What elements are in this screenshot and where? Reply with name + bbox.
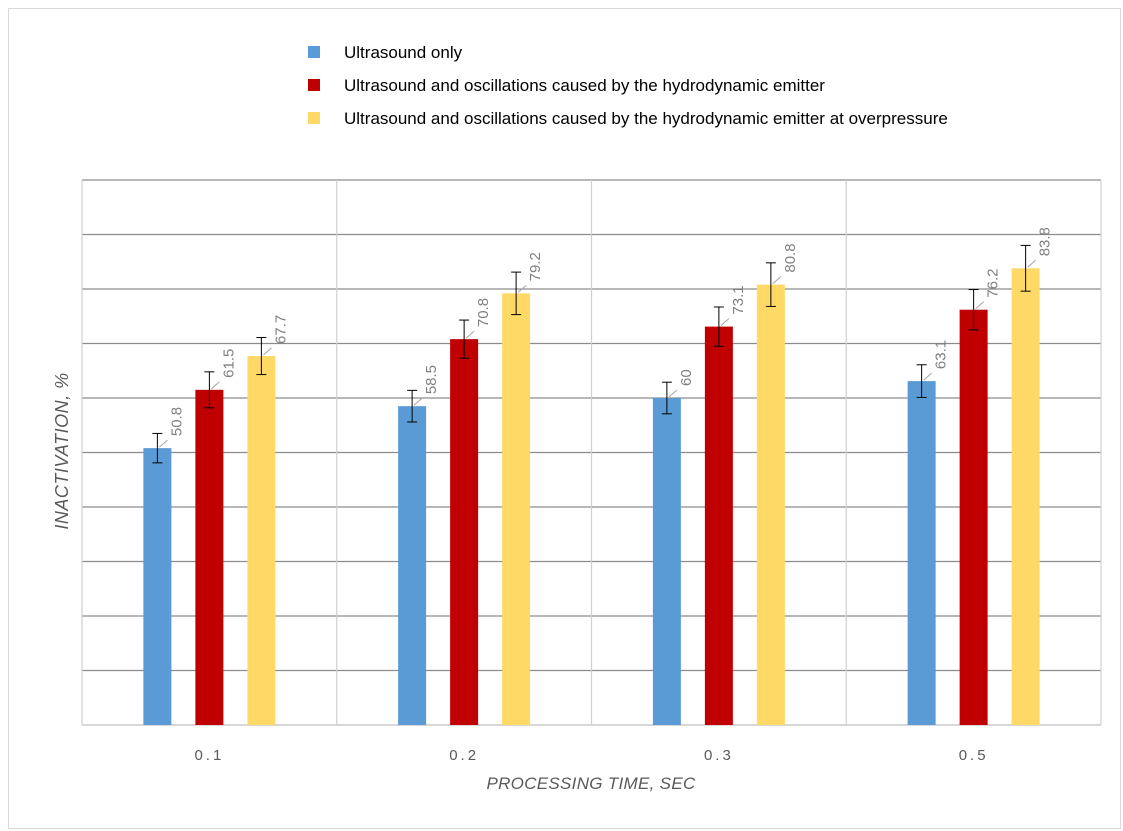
bar — [959, 309, 988, 725]
legend-label-ultrasound-hydrodynamic-overpressure: Ultrasound and oscillations caused by th… — [344, 109, 948, 128]
bar — [247, 356, 276, 725]
data-label: 63.1 — [933, 340, 950, 369]
data-label-leader — [413, 397, 423, 406]
bar — [502, 293, 531, 725]
data-label-leader — [159, 439, 168, 448]
data-label: 76.2 — [985, 269, 1002, 298]
bar — [652, 398, 681, 725]
bar — [704, 326, 733, 725]
legend-swatch-ultrasound-hydrodynamic-overpressure — [308, 112, 320, 124]
legend-item-ultrasound-hydrodynamic-overpressure: Ultrasound and oscillations caused by th… — [308, 106, 1008, 132]
data-label: 58.5 — [423, 365, 440, 394]
legend-label-ultrasound-hydrodynamic: Ultrasound and oscillations caused by th… — [344, 76, 825, 95]
data-label-leader — [668, 389, 678, 398]
data-label-leader — [465, 330, 475, 339]
data-label-leader — [975, 301, 984, 310]
bar — [1011, 268, 1040, 725]
legend-swatch-ultrasound-hydrodynamic — [308, 79, 320, 91]
bar — [450, 339, 479, 725]
legend-item-ultrasound-hydrodynamic: Ultrasound and oscillations caused by th… — [308, 73, 1008, 99]
data-label-leader — [720, 318, 730, 326]
x-axis-label: PROCESSING TIME, SEC — [486, 774, 696, 793]
x-tick-label: 0.2 — [449, 747, 479, 764]
data-label-leader — [517, 284, 527, 293]
data-label-leader — [211, 381, 220, 390]
data-label-leader — [263, 347, 272, 356]
legend: Ultrasound only Ultrasound and oscillati… — [308, 40, 1008, 139]
bar — [195, 389, 224, 725]
data-label-leader — [772, 276, 782, 285]
data-label: 70.8 — [475, 298, 492, 327]
data-label-leader — [1027, 259, 1036, 268]
data-label-leader — [923, 372, 932, 381]
bar — [143, 448, 172, 725]
chart-frame — [8, 8, 1121, 829]
bar — [907, 381, 936, 725]
bar — [398, 406, 427, 725]
data-label: 61.5 — [220, 349, 237, 378]
legend-swatch-ultrasound-only — [308, 46, 320, 58]
data-label: 60 — [678, 369, 695, 386]
legend-label-ultrasound-only: Ultrasound only — [344, 43, 463, 62]
data-label: 67.7 — [272, 315, 289, 344]
legend-item-ultrasound-only: Ultrasound only — [308, 40, 1008, 66]
data-label: 83.8 — [1037, 227, 1054, 256]
data-label: 80.8 — [782, 243, 799, 272]
x-tick-label: 0.1 — [194, 747, 224, 764]
data-label: 73.1 — [730, 285, 747, 314]
data-label: 50.8 — [168, 407, 185, 436]
y-axis-label: INACTIVATION, % — [52, 372, 72, 530]
x-tick-label: 0.5 — [959, 747, 989, 764]
bar — [756, 284, 785, 725]
data-label: 79.2 — [527, 252, 544, 281]
x-tick-label: 0.3 — [704, 747, 734, 764]
